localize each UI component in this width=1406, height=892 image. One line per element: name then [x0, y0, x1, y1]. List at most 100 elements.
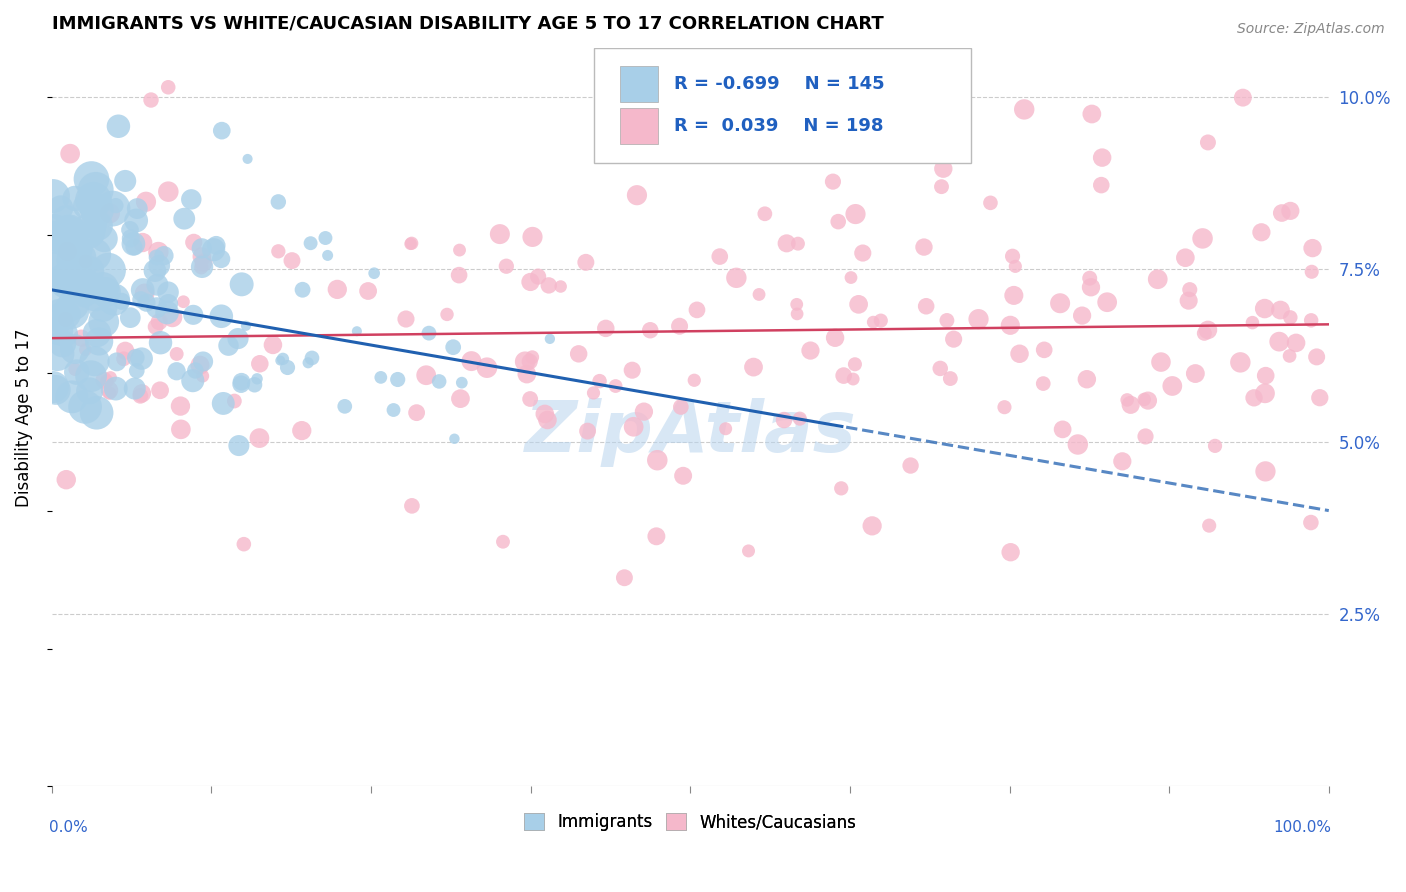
FancyBboxPatch shape	[595, 48, 972, 163]
Point	[942, 332, 965, 346]
Point	[613, 571, 636, 585]
Point	[249, 431, 271, 445]
Point	[104, 382, 127, 396]
Point	[173, 211, 195, 226]
Point	[267, 194, 290, 209]
Point	[316, 248, 339, 262]
Point	[1150, 355, 1173, 369]
Point	[1279, 203, 1302, 218]
Point	[1081, 107, 1104, 121]
Point	[42, 189, 65, 203]
Point	[1191, 231, 1213, 245]
Point	[1033, 343, 1056, 357]
Point	[191, 250, 214, 264]
Point	[66, 365, 89, 379]
Point	[1241, 316, 1264, 330]
Point	[103, 293, 125, 307]
Point	[181, 308, 204, 322]
Point	[84, 289, 107, 303]
Point	[232, 537, 254, 551]
Point	[73, 288, 96, 302]
Point	[51, 336, 73, 351]
Point	[59, 146, 82, 161]
Point	[450, 376, 472, 390]
Point	[1116, 392, 1139, 407]
Point	[131, 386, 153, 401]
Point	[401, 236, 423, 251]
Point	[84, 183, 107, 197]
Point	[80, 285, 103, 299]
Point	[1052, 422, 1074, 436]
Point	[1229, 355, 1251, 369]
Point	[53, 277, 76, 291]
FancyBboxPatch shape	[620, 66, 658, 102]
Point	[993, 400, 1015, 414]
Point	[224, 394, 246, 409]
Point	[125, 364, 148, 378]
Point	[231, 375, 253, 389]
Point	[1254, 368, 1277, 383]
Point	[209, 310, 232, 324]
Text: ZipAtlas: ZipAtlas	[524, 398, 856, 467]
Point	[135, 295, 157, 310]
Point	[202, 243, 225, 257]
Point	[86, 203, 108, 218]
Point	[131, 283, 153, 297]
Point	[387, 372, 409, 386]
Point	[1004, 260, 1026, 274]
Point	[166, 347, 188, 361]
Text: 100.0%: 100.0%	[1274, 820, 1331, 835]
Point	[495, 259, 517, 273]
Point	[575, 255, 598, 269]
Point	[143, 263, 166, 277]
Point	[1000, 545, 1022, 559]
Point	[262, 338, 284, 352]
Point	[519, 354, 541, 368]
Point	[63, 191, 86, 205]
Point	[236, 152, 259, 166]
Point	[129, 389, 152, 403]
Point	[668, 319, 690, 334]
Point	[489, 227, 512, 241]
Point	[93, 373, 115, 387]
Point	[638, 323, 661, 337]
Point	[824, 331, 846, 345]
Point	[149, 384, 172, 398]
Point	[827, 214, 849, 228]
Point	[291, 283, 314, 297]
Point	[1254, 464, 1277, 478]
Point	[48, 310, 70, 325]
Point	[112, 351, 135, 366]
Point	[80, 172, 103, 186]
Point	[145, 250, 167, 264]
Point	[63, 362, 86, 376]
Point	[157, 80, 180, 95]
Point	[844, 357, 866, 371]
Point	[301, 351, 323, 365]
Point	[218, 338, 240, 352]
Point	[1254, 386, 1277, 401]
Point	[75, 199, 97, 213]
Point	[582, 386, 605, 401]
Text: Source: ZipAtlas.com: Source: ZipAtlas.com	[1237, 22, 1385, 37]
Point	[645, 529, 668, 543]
Point	[786, 297, 808, 311]
Point	[91, 300, 114, 314]
Point	[513, 354, 536, 368]
Point	[65, 228, 87, 243]
Point	[832, 368, 855, 383]
Point	[157, 296, 180, 310]
Point	[188, 358, 211, 372]
Point	[93, 315, 115, 329]
Point	[1049, 296, 1071, 310]
Point	[1135, 429, 1157, 443]
Point	[436, 307, 458, 321]
Point	[1204, 439, 1226, 453]
Point	[1067, 437, 1090, 451]
Point	[42, 380, 65, 394]
Point	[49, 201, 72, 215]
Text: 0.0%: 0.0%	[49, 820, 89, 835]
Point	[98, 386, 121, 401]
Point	[82, 202, 104, 217]
Point	[46, 347, 69, 361]
